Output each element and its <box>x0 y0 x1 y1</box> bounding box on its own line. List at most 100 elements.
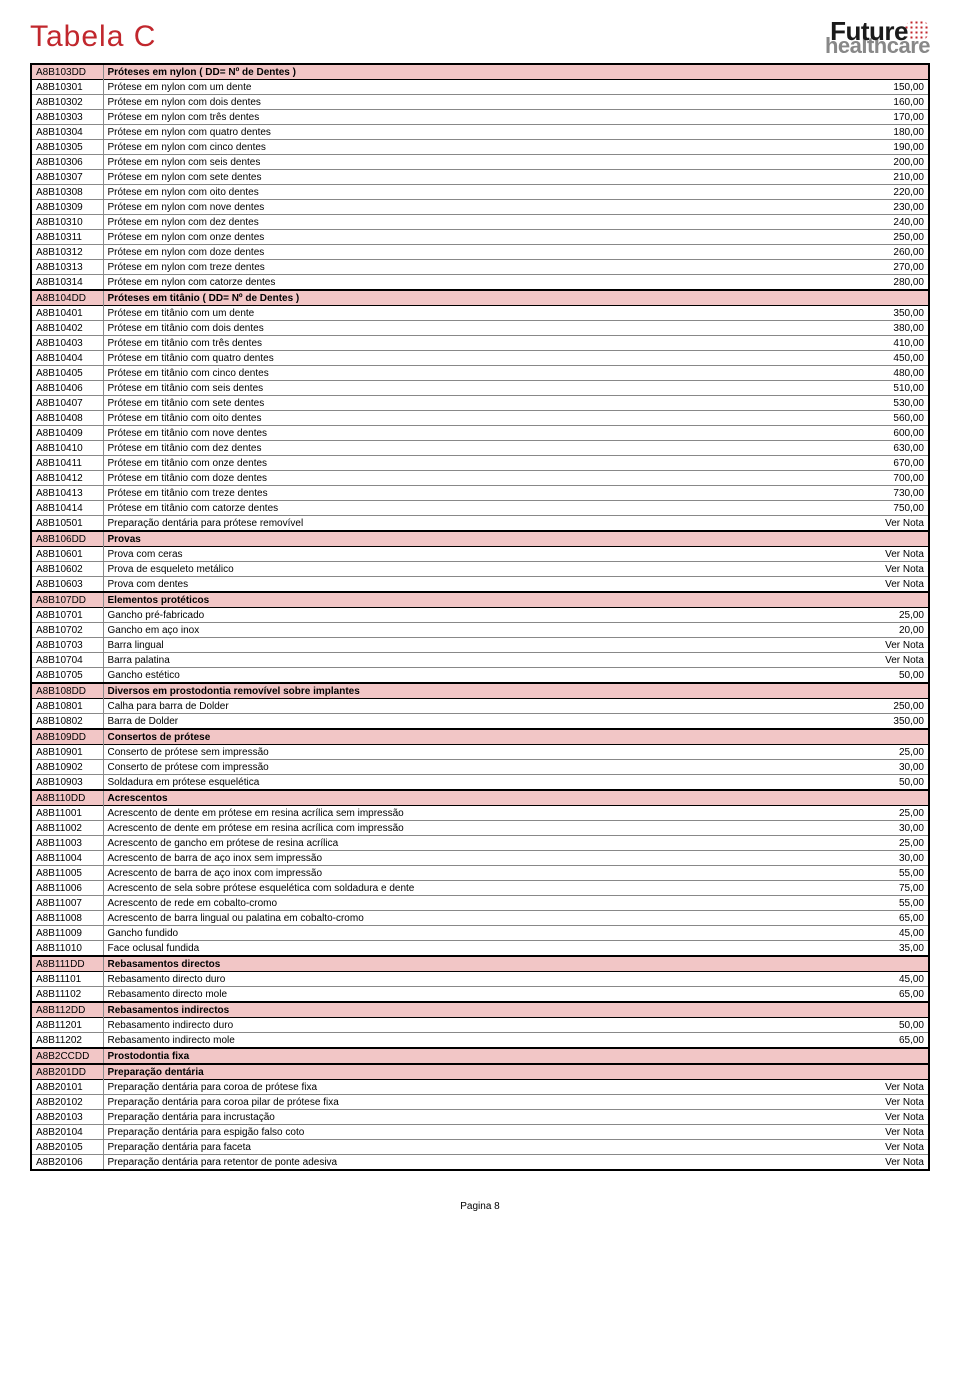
row-price: 230,00 <box>869 200 929 215</box>
section-price <box>869 956 929 972</box>
row-desc: Prótese em nylon com dez dentes <box>103 215 869 230</box>
row-price: 750,00 <box>869 501 929 516</box>
row-code: A8B10403 <box>31 336 103 351</box>
table-row: A8B10414Prótese em titânio com catorze d… <box>31 501 929 516</box>
table-row: A8B11101Rebasamento directo duro45,00 <box>31 972 929 987</box>
row-price: 670,00 <box>869 456 929 471</box>
row-desc: Prótese em nylon com seis dentes <box>103 155 869 170</box>
row-desc: Rebasamento directo duro <box>103 972 869 987</box>
table-row: A8B11002Acrescento de dente em prótese e… <box>31 821 929 836</box>
table-row: A8B10313Prótese em nylon com treze dente… <box>31 260 929 275</box>
row-desc: Prótese em nylon com oito dentes <box>103 185 869 200</box>
row-desc: Preparação dentária para retentor de pon… <box>103 1155 869 1171</box>
row-desc: Barra palatina <box>103 653 869 668</box>
table-row: A8B10402Prótese em titânio com dois dent… <box>31 321 929 336</box>
table-row: A8B11003Acrescento de gancho em prótese … <box>31 836 929 851</box>
row-code: A8B11008 <box>31 911 103 926</box>
row-desc: Barra de Dolder <box>103 714 869 730</box>
row-code: A8B10801 <box>31 699 103 714</box>
section-code: A8B111DD <box>31 956 103 972</box>
row-price: Ver Nota <box>869 1140 929 1155</box>
row-price: Ver Nota <box>869 1095 929 1110</box>
row-desc: Prótese em titânio com treze dentes <box>103 486 869 501</box>
row-desc: Acrescento de barra de aço inox com impr… <box>103 866 869 881</box>
section-header: A8B201DDPreparação dentária <box>31 1064 929 1080</box>
table-row: A8B10405Prótese em titânio com cinco den… <box>31 366 929 381</box>
section-code: A8B108DD <box>31 683 103 699</box>
row-code: A8B10307 <box>31 170 103 185</box>
row-code: A8B10313 <box>31 260 103 275</box>
table-row: A8B10305Prótese em nylon com cinco dente… <box>31 140 929 155</box>
row-price: 200,00 <box>869 155 929 170</box>
row-price: 65,00 <box>869 1033 929 1049</box>
row-code: A8B10402 <box>31 321 103 336</box>
row-desc: Prótese em titânio com catorze dentes <box>103 501 869 516</box>
row-desc: Prótese em titânio com onze dentes <box>103 456 869 471</box>
table-row: A8B10903Soldadura em prótese esquelética… <box>31 775 929 791</box>
section-header: A8B111DDRebasamentos directos <box>31 956 929 972</box>
row-desc: Prótese em nylon com dois dentes <box>103 95 869 110</box>
section-header: A8B106DDProvas <box>31 531 929 547</box>
table-row: A8B11202Rebasamento indirecto mole65,00 <box>31 1033 929 1049</box>
section-header: A8B107DDElementos protéticos <box>31 592 929 608</box>
section-header: A8B103DDPróteses em nylon ( DD= Nº de De… <box>31 64 929 80</box>
row-price: 280,00 <box>869 275 929 291</box>
row-code: A8B20105 <box>31 1140 103 1155</box>
row-price: 30,00 <box>869 851 929 866</box>
row-desc: Prótese em titânio com doze dentes <box>103 471 869 486</box>
row-price: 730,00 <box>869 486 929 501</box>
table-row: A8B10403Prótese em titânio com três dent… <box>31 336 929 351</box>
section-label: Preparação dentária <box>103 1064 869 1080</box>
row-price: 560,00 <box>869 411 929 426</box>
row-desc: Prótese em titânio com um dente <box>103 306 869 321</box>
row-code: A8B10601 <box>31 547 103 562</box>
table-row: A8B10602Prova de esqueleto metálicoVer N… <box>31 562 929 577</box>
row-code: A8B10414 <box>31 501 103 516</box>
table-row: A8B20102Preparação dentária para coroa p… <box>31 1095 929 1110</box>
row-code: A8B11007 <box>31 896 103 911</box>
row-code: A8B10602 <box>31 562 103 577</box>
row-price: 50,00 <box>869 775 929 791</box>
section-label: Provas <box>103 531 869 547</box>
table-row: A8B10702Gancho em aço inox20,00 <box>31 623 929 638</box>
table-row: A8B20105Preparação dentária para facetaV… <box>31 1140 929 1155</box>
row-desc: Calha para barra de Dolder <box>103 699 869 714</box>
row-code: A8B10409 <box>31 426 103 441</box>
row-code: A8B11004 <box>31 851 103 866</box>
section-code: A8B2CCDD <box>31 1048 103 1064</box>
row-desc: Soldadura em prótese esquelética <box>103 775 869 791</box>
row-price: 55,00 <box>869 896 929 911</box>
row-price: 65,00 <box>869 987 929 1003</box>
section-label: Acrescentos <box>103 790 869 806</box>
row-price: 180,00 <box>869 125 929 140</box>
table-row: A8B10701Gancho pré-fabricado25,00 <box>31 608 929 623</box>
section-label: Elementos protéticos <box>103 592 869 608</box>
row-desc: Preparação dentária para coroa de prótes… <box>103 1080 869 1095</box>
row-desc: Prova com dentes <box>103 577 869 593</box>
table-row: A8B10901Conserto de prótese sem impressã… <box>31 745 929 760</box>
row-desc: Acrescento de dente em prótese em resina… <box>103 821 869 836</box>
table-row: A8B11001Acrescento de dente em prótese e… <box>31 806 929 821</box>
row-price: 510,00 <box>869 381 929 396</box>
section-price <box>869 729 929 745</box>
table-row: A8B10902Conserto de prótese com impressã… <box>31 760 929 775</box>
row-code: A8B10704 <box>31 653 103 668</box>
row-desc: Prótese em nylon com sete dentes <box>103 170 869 185</box>
section-label: Rebasamentos indirectos <box>103 1002 869 1018</box>
row-code: A8B10703 <box>31 638 103 653</box>
section-header: A8B110DDAcrescentos <box>31 790 929 806</box>
section-code: A8B201DD <box>31 1064 103 1080</box>
row-price: Ver Nota <box>869 562 929 577</box>
page-title: Tabela C <box>30 20 156 54</box>
row-price: 270,00 <box>869 260 929 275</box>
section-price <box>869 64 929 80</box>
row-desc: Prótese em titânio com seis dentes <box>103 381 869 396</box>
row-price: 50,00 <box>869 1018 929 1033</box>
row-code: A8B11003 <box>31 836 103 851</box>
row-price: 30,00 <box>869 821 929 836</box>
row-desc: Preparação dentária para coroa pilar de … <box>103 1095 869 1110</box>
row-desc: Rebasamento indirecto duro <box>103 1018 869 1033</box>
row-code: A8B20103 <box>31 1110 103 1125</box>
row-price: Ver Nota <box>869 577 929 593</box>
row-desc: Acrescento de barra lingual ou palatina … <box>103 911 869 926</box>
